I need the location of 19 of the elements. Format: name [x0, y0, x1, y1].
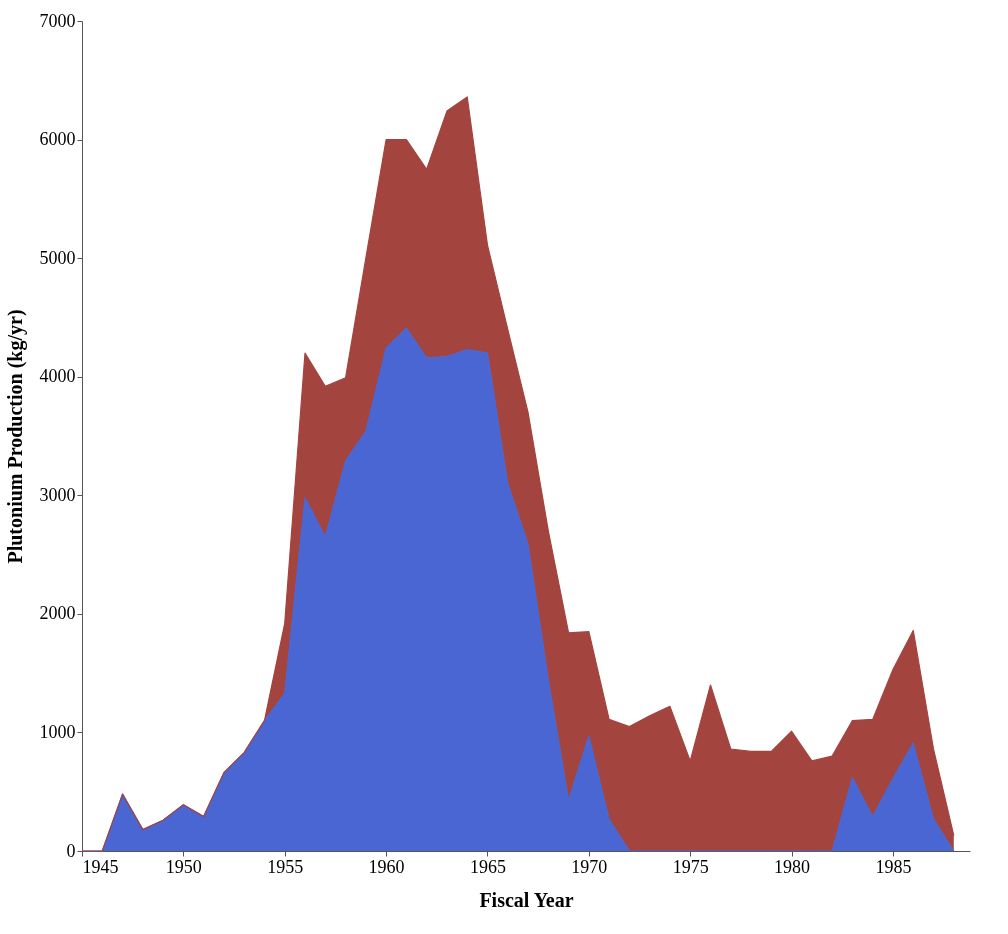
x-tick-label: 1980 — [774, 856, 811, 877]
y-tick-label: 7000 — [39, 10, 76, 31]
x-axis-title: Fiscal Year — [479, 888, 574, 911]
x-tick-label: 1975 — [672, 856, 709, 877]
x-tick-label: 1985 — [875, 856, 912, 877]
x-tick-label: 1955 — [267, 856, 304, 877]
x-tick-label: 1950 — [165, 856, 202, 877]
y-tick-label: 1000 — [39, 721, 76, 742]
x-tick-label: 1970 — [571, 856, 608, 877]
y-axis-title: Plutonium Production (kg/yr) — [3, 309, 27, 564]
y-tick-label: 6000 — [39, 129, 76, 150]
x-tick-label: 1960 — [368, 856, 405, 877]
x-tick-label: 1965 — [469, 856, 506, 877]
y-tick-label: 2000 — [39, 603, 76, 624]
x-tick-label: 1945 — [82, 856, 119, 877]
y-tick-label: 3000 — [39, 484, 76, 505]
y-tick-label: 4000 — [39, 366, 76, 387]
y-tick-label: 0 — [66, 840, 76, 861]
y-tick-label: 5000 — [39, 247, 76, 268]
